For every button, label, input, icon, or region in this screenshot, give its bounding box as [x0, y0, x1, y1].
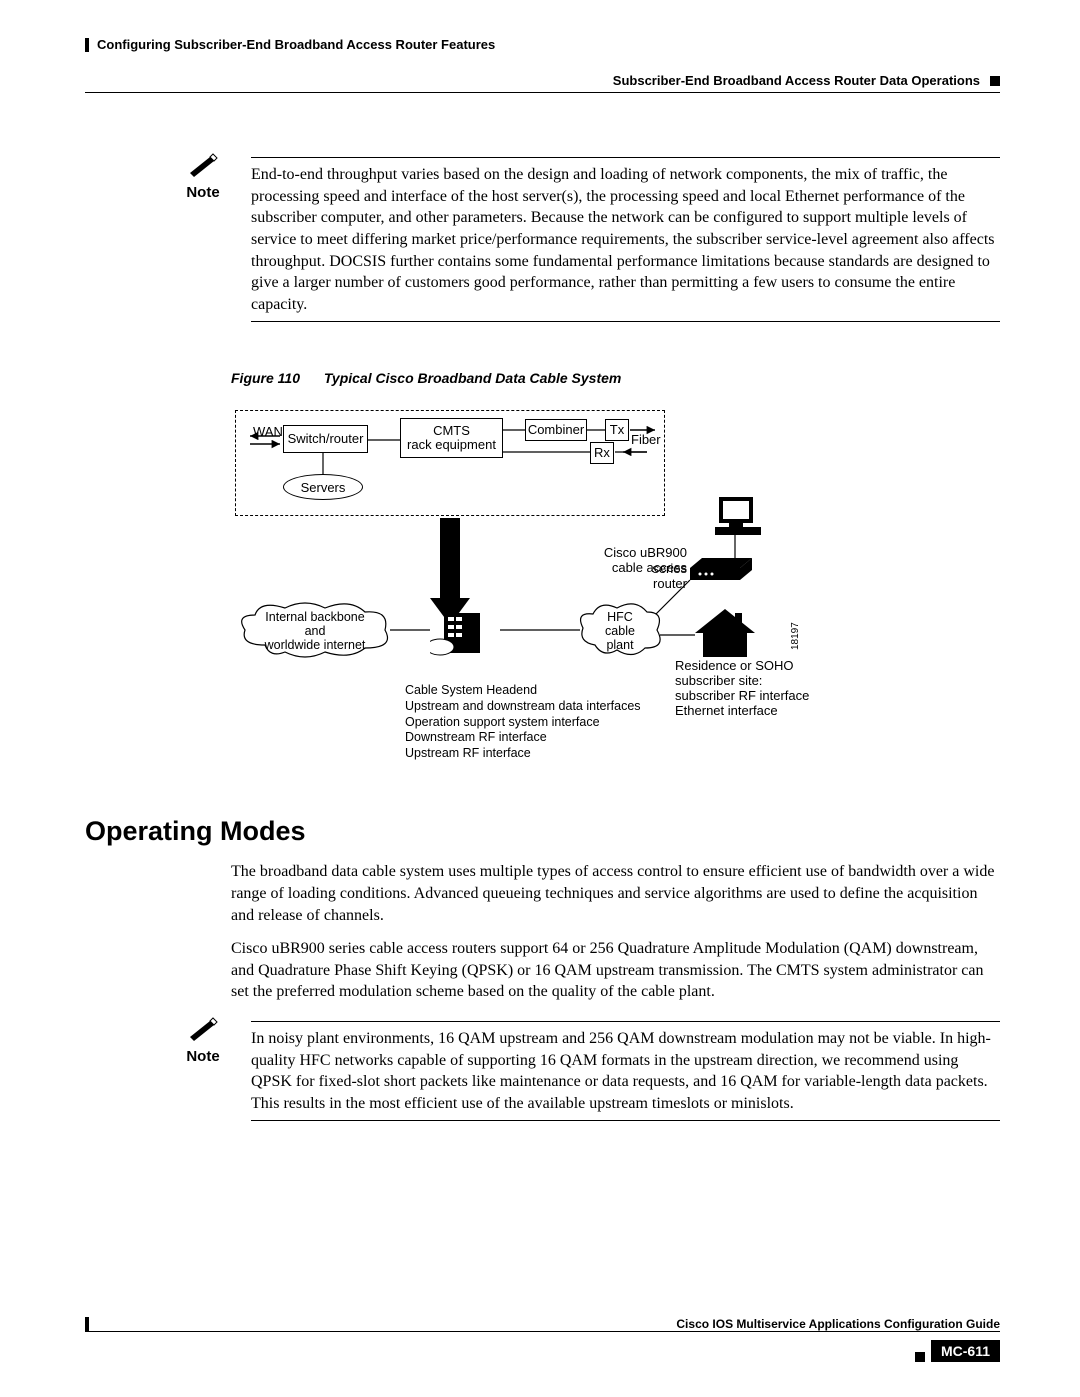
figure-title: Typical Cisco Broadband Data Cable Syste…: [324, 370, 621, 386]
figure-id: 18197: [790, 623, 801, 651]
residence-l3: subscriber RF interface: [675, 688, 809, 704]
page-header: Configuring Subscriber-End Broadband Acc…: [85, 36, 1000, 93]
hfc-cloud: HFC cable plant: [575, 600, 665, 660]
page-number: MC-611: [931, 1340, 1000, 1362]
residence-l1: Residence or SOHO: [675, 658, 794, 674]
headend-building-icon: [430, 605, 500, 663]
section-p1: The broadband data cable system uses mul…: [231, 861, 1000, 926]
figure-number: Figure 110: [231, 370, 300, 386]
section-p2: Cisco uBR900 series cable access routers…: [231, 938, 1000, 1003]
note-label-1: Note: [173, 184, 233, 201]
pencil-icon: [188, 153, 218, 177]
header-marker-icon: [990, 76, 1000, 86]
page-square-icon: [915, 1352, 925, 1362]
pencil-icon: [188, 1017, 218, 1041]
wan-label: WAN: [253, 424, 283, 440]
header-left: Configuring Subscriber-End Broadband Acc…: [85, 38, 495, 52]
header-right: Subscriber-End Broadband Access Router D…: [613, 73, 980, 88]
section-heading: Operating Modes: [85, 816, 1000, 847]
headend-caption: Cable System Headend Upstream and downst…: [405, 683, 641, 761]
footer-guide: Cisco IOS Multiservice Applications Conf…: [676, 1317, 1000, 1331]
page-footer: Cisco IOS Multiservice Applications Conf…: [85, 1317, 1000, 1362]
note-text-2: In noisy plant environments, 16 QAM upst…: [251, 1028, 1000, 1114]
note-block-1: Note End-to-end throughput varies based …: [173, 153, 1000, 328]
residence-l4: Ethernet interface: [675, 703, 778, 719]
monitor-icon: [715, 495, 761, 540]
residence-l2: subscriber site:: [675, 673, 762, 689]
internet-cloud: Internal backbone and worldwide internet: [235, 600, 395, 662]
tx-box: Tx: [605, 419, 629, 441]
note-label-2: Note: [173, 1048, 233, 1065]
figure-diagram: WAN Switch/router CMTS rack equipment Co…: [235, 400, 875, 770]
header-rule: [85, 92, 1000, 93]
cable-modem-icon: [690, 558, 760, 589]
note-block-2: Note In noisy plant environments, 16 QAM…: [173, 1017, 1000, 1127]
combiner-box: Combiner: [525, 419, 587, 441]
footer-marker-icon: [85, 1317, 95, 1331]
ubr900-label-2: cable access router: [597, 560, 687, 591]
figure-caption: Figure 110 Typical Cisco Broadband Data …: [231, 370, 1000, 386]
switch-router-box: Switch/router: [283, 425, 368, 453]
house-icon: [690, 605, 760, 663]
rx-box: Rx: [590, 442, 614, 464]
note-text-1: End-to-end throughput varies based on th…: [251, 164, 1000, 315]
cmts-box: CMTS rack equipment: [400, 418, 503, 458]
fiber-label: Fiber: [631, 432, 661, 448]
